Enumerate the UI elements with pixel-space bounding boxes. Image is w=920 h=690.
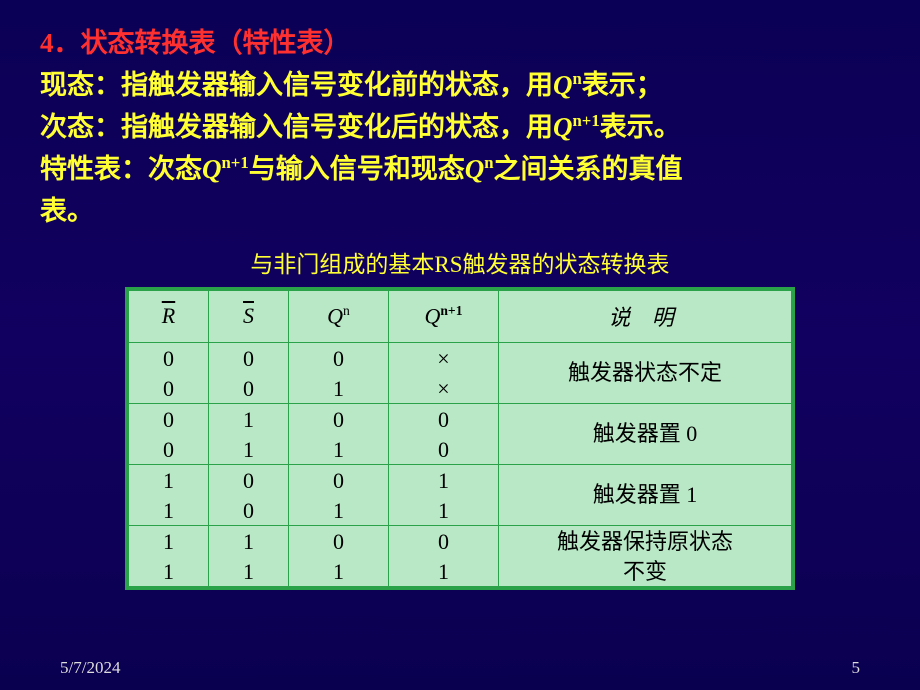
cell-explain: 触发器置 0 <box>499 403 792 464</box>
cell-qn1: 11 <box>389 464 499 525</box>
cell-explain: 触发器保持原状态不变 <box>499 525 792 586</box>
line2-tail: 表示； <box>582 70 663 100</box>
table-row: 000001××触发器状态不定 <box>129 342 792 403</box>
th-explain: 说 明 <box>499 290 792 342</box>
cell-qn1: 01 <box>389 525 499 586</box>
truth-table: R S Qn Qn+1 说 明 000001××触发器状态不定00110100触… <box>128 290 792 587</box>
table-row: 00110100触发器置 0 <box>129 403 792 464</box>
truth-table-wrap: R S Qn Qn+1 说 明 000001××触发器状态不定00110100触… <box>125 287 795 590</box>
th-qn1: Qn+1 <box>389 290 499 342</box>
cell-qn1: 00 <box>389 403 499 464</box>
line4-p1: 次态 <box>148 154 202 184</box>
cell-qn: 01 <box>289 525 389 586</box>
table-header-row: R S Qn Qn+1 说 明 <box>129 290 792 342</box>
cell-qn: 01 <box>289 403 389 464</box>
footer-date: 5/7/2024 <box>60 658 120 678</box>
line2-label: 现态： <box>40 70 121 100</box>
cell-qn: 01 <box>289 464 389 525</box>
line3-label: 次态： <box>40 112 121 142</box>
line4-label: 特性表： <box>40 154 148 184</box>
cell-explain: 触发器状态不定 <box>499 342 792 403</box>
cell-qn: 01 <box>289 342 389 403</box>
section-number: 4． <box>40 28 81 58</box>
th-qn: Qn <box>289 290 389 342</box>
line4-p2: 与输入信号和现态 <box>249 154 465 184</box>
line4-sym1: Qn+1 <box>202 154 249 184</box>
table-caption: 与非门组成的基本RS触发器的状态转换表 <box>40 245 880 279</box>
th-r: R <box>129 290 209 342</box>
line2-symbol: Qn <box>553 70 582 100</box>
line4-tail: 表。 <box>40 196 94 226</box>
cell-r: 11 <box>129 525 209 586</box>
line2-text: 指触发器输入信号变化前的状态，用 <box>121 70 553 100</box>
line3-symbol: Qn+1 <box>553 112 600 142</box>
section-title: 状态转换表（特性表） <box>81 28 351 58</box>
cell-s: 11 <box>209 403 289 464</box>
cell-s: 11 <box>209 525 289 586</box>
cell-r: 00 <box>129 403 209 464</box>
table-row: 11110101触发器保持原状态不变 <box>129 525 792 586</box>
cell-r: 00 <box>129 342 209 403</box>
line4-p3: 之间关系的真值 <box>494 154 683 184</box>
cell-s: 00 <box>209 342 289 403</box>
slide-content: 4．状态转换表（特性表） 现态：指触发器输入信号变化前的状态，用Qn表示； 次态… <box>0 0 920 590</box>
cell-s: 00 <box>209 464 289 525</box>
th-s: S <box>209 290 289 342</box>
line3-tail: 表示。 <box>600 112 681 142</box>
cell-qn1: ×× <box>389 342 499 403</box>
cell-r: 11 <box>129 464 209 525</box>
line4-sym2: Qn <box>465 154 494 184</box>
line3-text: 指触发器输入信号变化后的状态，用 <box>121 112 553 142</box>
heading-block: 4．状态转换表（特性表） 现态：指触发器输入信号变化前的状态，用Qn表示； 次态… <box>40 22 880 233</box>
table-row: 11000111触发器置 1 <box>129 464 792 525</box>
cell-explain: 触发器置 1 <box>499 464 792 525</box>
footer-page: 5 <box>852 658 861 678</box>
